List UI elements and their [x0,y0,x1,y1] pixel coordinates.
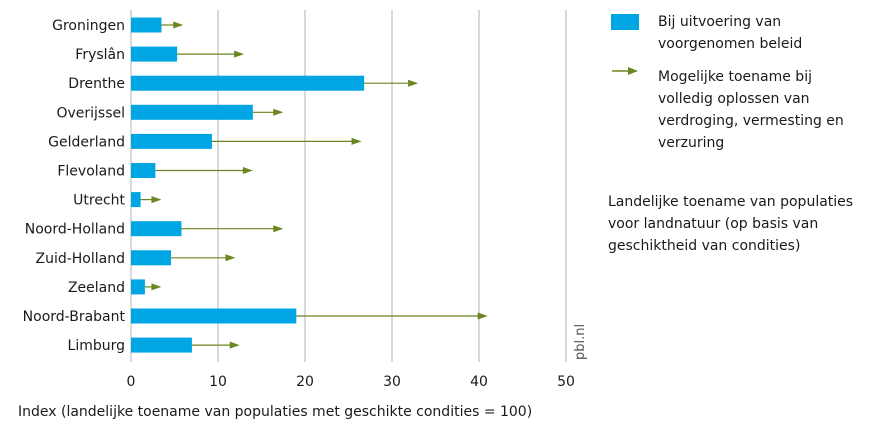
legend-arrow-label: Mogelijke toename bij volledig oplossen … [658,69,844,151]
x-tick-label: 0 [127,374,136,390]
category-label: Drenthe [68,76,125,92]
bar [131,17,162,33]
grid-lines [130,10,567,362]
arrow-head [242,167,253,174]
bar [131,104,253,120]
x-axis-label: Index (landelijke toename van populaties… [18,404,532,420]
bars [131,17,365,353]
arrow-head [151,196,162,204]
arrow-head [229,341,240,349]
bar [131,250,172,266]
legend-bar-swatch [611,14,639,30]
arrow-head [273,225,284,233]
category-label: Fryslân [75,47,125,63]
category-label: Overijssel [56,105,125,121]
category-label: Utrecht [73,193,125,209]
arrow-head [173,21,184,29]
watermark-label: pbl.nl [573,324,588,360]
bar [131,192,141,208]
category-label: Noord-Brabant [23,309,126,325]
bar [131,279,145,295]
bar [131,308,297,324]
arrow-head [225,254,236,262]
category-label: Noord-Holland [25,222,125,238]
bar [131,337,192,353]
x-tick-label: 30 [383,374,401,390]
bar [131,133,212,149]
legend-bar-label: Bij uitvoering van voorgenomen beleid [658,14,803,52]
arrows [140,21,488,349]
legend-note: Landelijke toename van populaties voor l… [608,194,854,254]
category-label: Zeeland [68,280,125,296]
arrow-head [151,283,162,291]
arrow-head [273,108,284,116]
arrow-head [408,79,419,87]
category-label: Flevoland [57,164,125,180]
category-labels: Groningen Fryslân Drenthe Overijssel Gelderl… [23,18,126,354]
category-label: Gelderland [48,134,125,150]
bar [131,221,182,237]
bar [131,46,178,62]
category-label: Groningen [52,18,125,34]
arrow-head [351,137,362,145]
arrow-head [477,312,488,320]
category-label: Limburg [68,338,125,354]
legend-arrow-icon [612,67,638,75]
x-tick-label: 10 [209,374,227,390]
x-tick-labels: 0 10 20 30 40 50 [127,374,575,390]
x-tick-label: 50 [557,374,575,390]
x-tick-label: 20 [296,374,314,390]
x-tick-label: 40 [470,374,488,390]
bar [131,75,365,91]
arrow-head [234,50,245,58]
bar [131,163,156,178]
category-label: Zuid-Holland [35,251,125,267]
